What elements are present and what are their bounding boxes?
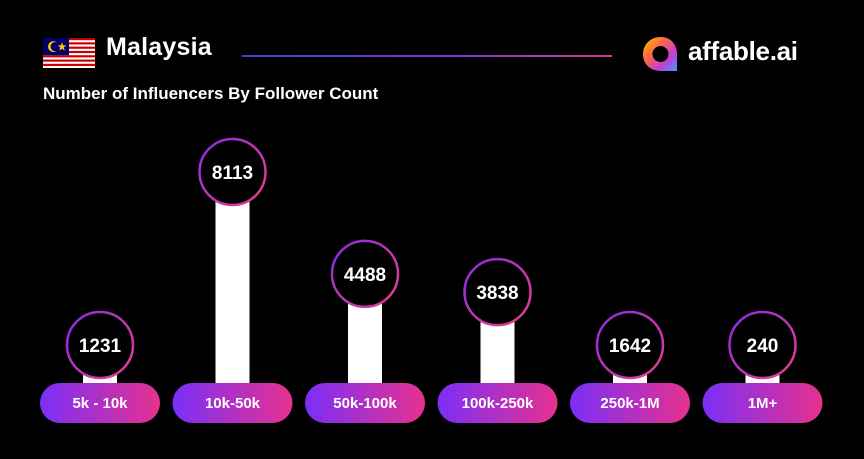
- data-label-2: 4488: [344, 265, 386, 286]
- category-label-3: 100k-250k: [462, 395, 534, 412]
- header-divider: [242, 55, 612, 57]
- data-label-4: 1642: [609, 336, 651, 357]
- value-circle-0: [65, 310, 135, 380]
- malaysia-flag-icon: [43, 38, 95, 68]
- category-pill-4: [570, 383, 690, 423]
- category-label-2: 50k-100k: [333, 395, 397, 412]
- data-label-1: 8113: [212, 163, 253, 184]
- data-label-5: 240: [747, 336, 779, 357]
- value-circle-1: [198, 137, 267, 207]
- bar-1: [215, 172, 250, 388]
- category-label-0: 5k - 10k: [72, 395, 128, 412]
- value-circle-3: [463, 257, 532, 327]
- category-pill-5: [702, 383, 823, 423]
- brand-logo: affable.ai: [640, 34, 840, 74]
- logo-text: affable.ai: [688, 36, 798, 66]
- category-pill-0: [40, 383, 160, 423]
- value-circle-5: [728, 310, 797, 380]
- affable-logo-icon: [643, 37, 677, 71]
- category-label-1: 10k-50k: [205, 395, 261, 412]
- category-pill-3: [437, 383, 558, 423]
- category-pill-2: [305, 383, 425, 423]
- value-circle-4: [595, 310, 665, 380]
- data-label-3: 3838: [476, 283, 518, 304]
- category-label-5: 1M+: [748, 395, 778, 412]
- header: Malaysia affable.ai Number of Influencer…: [0, 0, 864, 120]
- data-label-0: 1231: [79, 336, 122, 357]
- category-label-4: 250k-1M: [600, 395, 659, 412]
- chart-title: Number of Influencers By Follower Count: [43, 84, 379, 103]
- value-circle-2: [330, 239, 400, 309]
- country-title: Malaysia: [106, 33, 212, 61]
- category-pill-1: [172, 383, 293, 423]
